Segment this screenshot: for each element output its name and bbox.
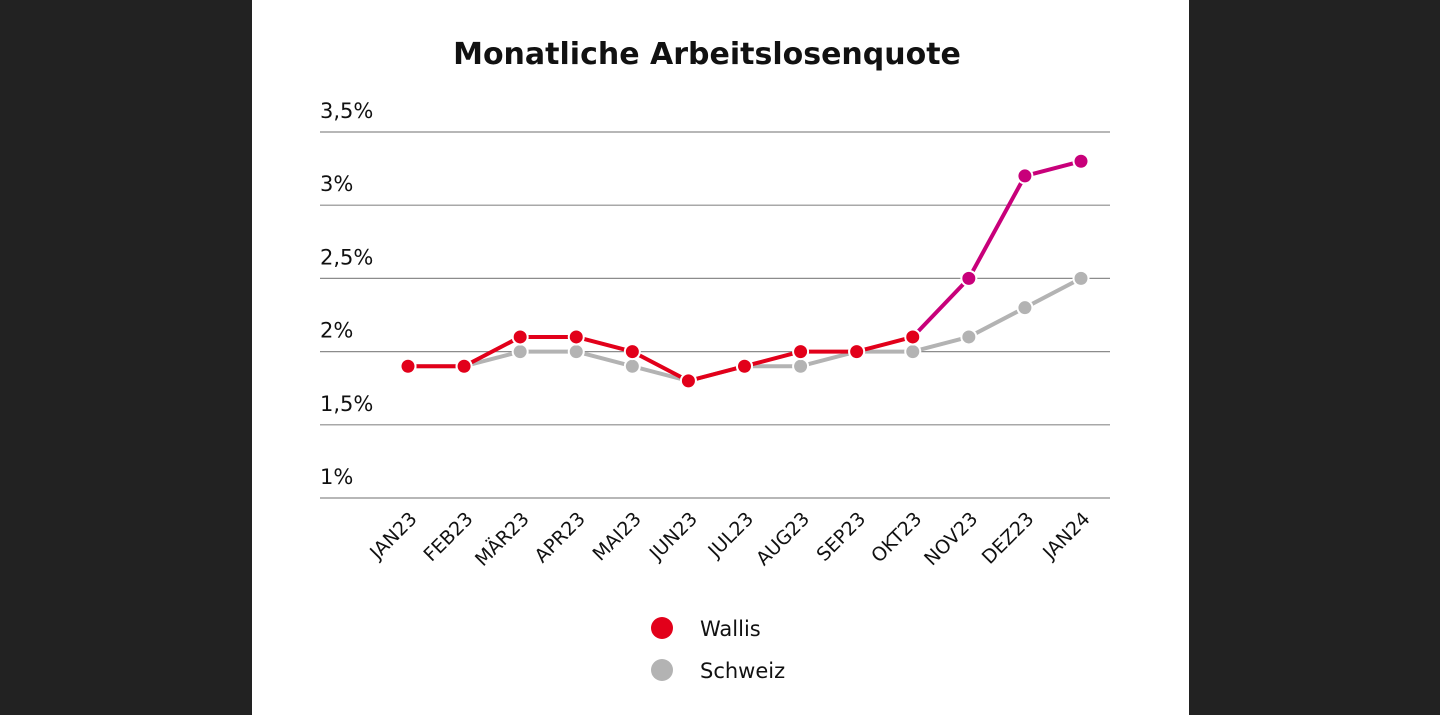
series-segment-schweiz [630,364,691,383]
y-tick-label: 1% [320,465,353,489]
x-tick-label: MÄR23 [470,507,533,570]
series-segment-schweiz [966,305,1027,339]
data-point-schweiz [1072,269,1090,287]
x-tick-label: JUL23 [703,508,758,563]
y-axis-ticks: 1% 1,5% 2% 2,5% 3% 3,5% [320,99,373,489]
data-point-schweiz [623,357,641,375]
data-point-wallis [960,269,978,287]
series-segment-schweiz [1022,276,1083,310]
x-tick-label: OKT23 [867,508,926,567]
data-point-wallis [623,343,641,361]
data-point-wallis [848,343,866,361]
legend: Wallis Schweiz [651,617,785,683]
series-segment-wallis [574,334,635,354]
data-point-schweiz [960,328,978,346]
data-point-schweiz [792,357,810,375]
x-tick-label: NOV23 [920,508,982,570]
series-segment-schweiz [798,349,859,369]
series-segment-wallis [462,334,523,369]
data-point-wallis [455,357,473,375]
chart-title: Monatliche Arbeitslosenquote [453,37,961,72]
data-point-schweiz [567,343,585,361]
series-segment-wallis [966,173,1027,281]
series-points [399,152,1090,390]
data-point-schweiz [1016,299,1034,317]
data-point-wallis [792,343,810,361]
data-point-wallis [1072,152,1090,170]
data-point-wallis [1016,167,1034,185]
y-tick-label: 1,5% [320,392,373,416]
series-segment-wallis [854,334,915,354]
series-segment-wallis [1022,159,1083,178]
series-segment-wallis [630,349,691,383]
legend-label-schweiz: Schweiz [700,659,785,683]
data-point-wallis [567,328,585,346]
data-point-wallis [511,328,529,346]
x-tick-label: APR23 [530,508,589,567]
chart-panel: Monatliche Arbeitslosenquote 1% 1,5% 2% 2,5… [252,0,1189,715]
data-point-wallis [736,357,753,375]
grid-lines [320,131,1110,499]
data-point-schweiz [511,343,529,361]
series-segment-schweiz [910,334,971,354]
series-segment-wallis [910,276,971,339]
series-segment-wallis [686,364,747,383]
x-tick-label: SEP23 [812,508,870,566]
line-chart: Monatliche Arbeitslosenquote 1% 1,5% 2% 2,5… [320,37,1110,683]
series-segment-schweiz [574,349,635,369]
data-point-wallis [399,357,417,375]
y-tick-label: 3,5% [320,99,373,123]
x-tick-label: JAN23 [365,508,421,564]
x-tick-label: JAN24 [1038,508,1094,564]
x-tick-label: MAI23 [588,508,645,565]
x-tick-label: AUG23 [752,508,814,570]
data-point-schweiz [904,343,922,361]
x-tick-label: DEZ23 [978,508,1039,569]
y-tick-label: 2% [320,319,353,343]
legend-marker-wallis [651,617,673,639]
series-segment-schweiz [462,349,523,369]
data-point-wallis [904,328,922,346]
data-point-wallis [679,372,697,390]
series-lines [406,159,1083,383]
legend-label-wallis: Wallis [700,617,761,641]
series-segment-wallis [742,349,803,369]
y-tick-label: 2,5% [320,245,373,269]
legend-marker-schweiz [651,659,673,681]
x-tick-label: FEB23 [420,508,478,566]
y-tick-label: 3% [320,172,353,196]
x-tick-label: JUN23 [645,508,702,565]
